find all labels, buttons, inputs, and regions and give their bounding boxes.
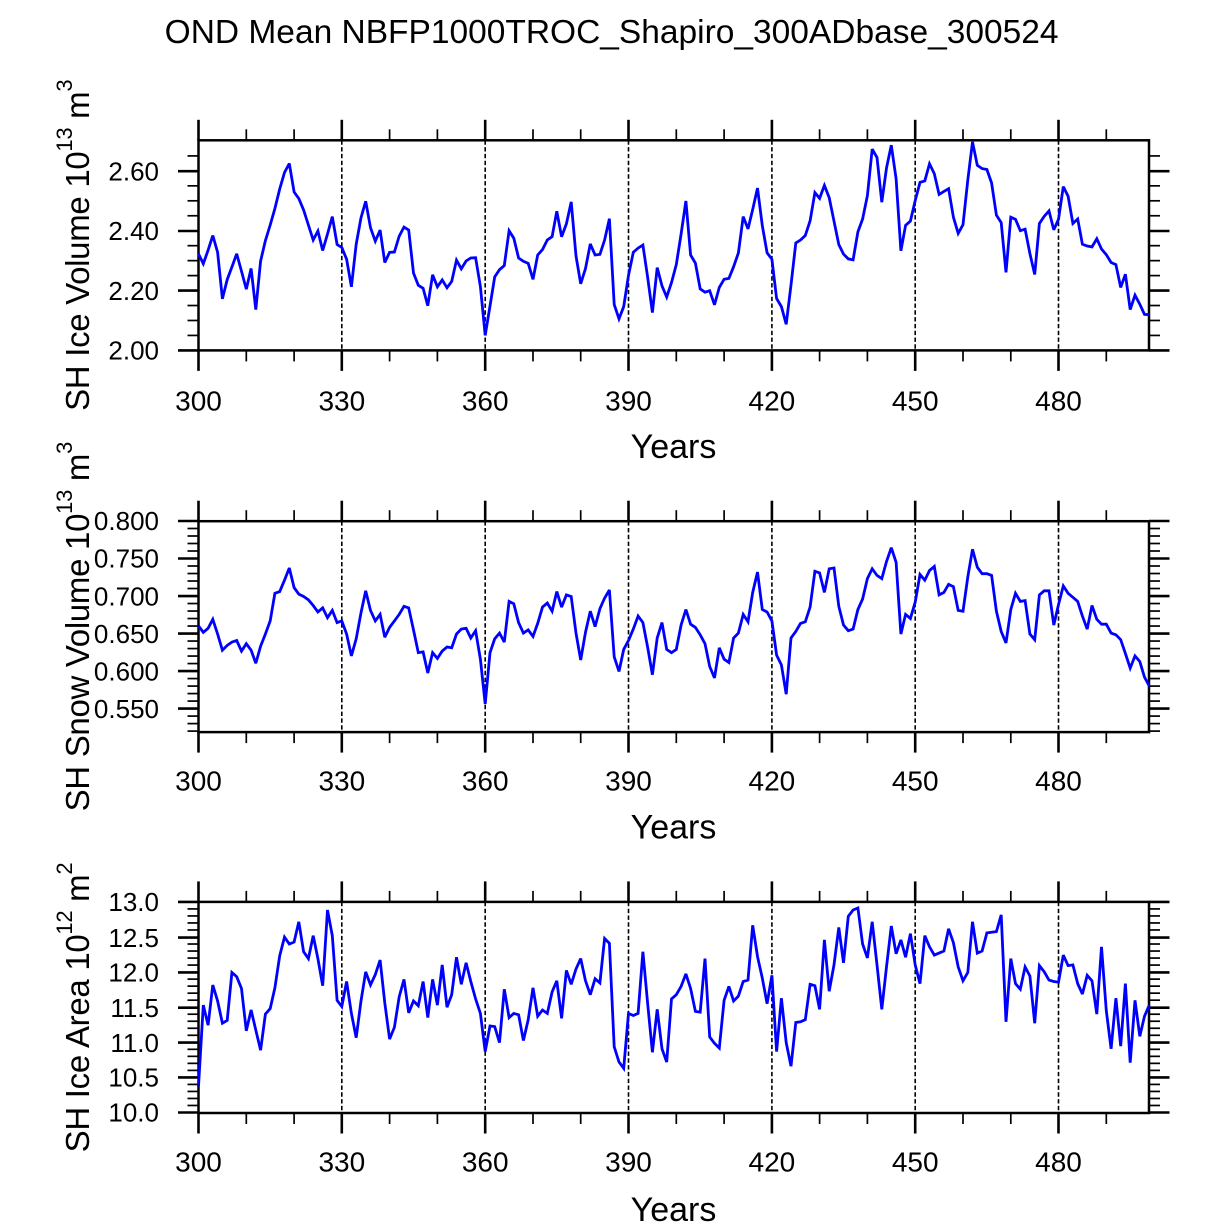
svg-text:480: 480 [1035,766,1082,797]
svg-text:480: 480 [1035,1147,1082,1178]
svg-text:11.5: 11.5 [110,993,159,1023]
svg-text:0.700: 0.700 [94,581,159,611]
svg-text:420: 420 [749,1147,796,1178]
svg-text:2.40: 2.40 [108,216,159,246]
svg-text:13.0: 13.0 [108,887,159,917]
svg-text:300: 300 [175,766,222,797]
svg-text:SH Ice Area 1012 m2: SH Ice Area 1012 m2 [52,863,96,1153]
svg-text:11.0: 11.0 [110,1028,159,1058]
svg-text:300: 300 [175,1147,222,1178]
svg-text:0.550: 0.550 [94,694,159,724]
svg-text:2.20: 2.20 [108,276,159,306]
svg-text:450: 450 [892,766,939,797]
svg-text:10.0: 10.0 [108,1098,159,1128]
svg-text:2.60: 2.60 [108,156,159,186]
svg-text:450: 450 [892,386,939,417]
svg-text:330: 330 [318,1147,365,1178]
svg-text:Years: Years [631,809,717,847]
svg-text:390: 390 [605,1147,652,1178]
svg-text:360: 360 [462,1147,509,1178]
svg-text:420: 420 [749,386,796,417]
svg-text:360: 360 [462,386,509,417]
svg-text:2.00: 2.00 [108,336,159,366]
svg-text:300: 300 [175,386,222,417]
svg-text:390: 390 [605,386,652,417]
svg-text:480: 480 [1035,386,1082,417]
svg-text:0.750: 0.750 [94,544,159,574]
svg-text:Years: Years [631,428,717,466]
svg-text:12.5: 12.5 [108,923,159,953]
svg-text:Years: Years [631,1191,717,1225]
svg-text:12.0: 12.0 [108,958,159,988]
svg-text:330: 330 [318,766,365,797]
svg-text:390: 390 [605,766,652,797]
svg-text:420: 420 [749,766,796,797]
svg-text:0.800: 0.800 [94,506,159,536]
svg-text:0.650: 0.650 [94,619,159,649]
svg-text:0.600: 0.600 [94,656,159,686]
svg-text:OND Mean NBFP1000TROC_Shapiro_: OND Mean NBFP1000TROC_Shapiro_300ADbase_… [165,14,1059,51]
svg-text:360: 360 [462,766,509,797]
svg-text:330: 330 [318,386,365,417]
svg-text:450: 450 [892,1147,939,1178]
svg-text:10.5: 10.5 [108,1063,159,1093]
